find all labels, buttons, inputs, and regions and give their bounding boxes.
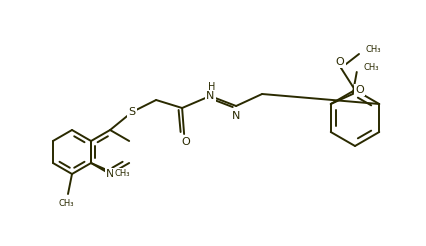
Text: N: N <box>232 111 240 121</box>
Text: O: O <box>355 85 364 95</box>
Text: CH₃: CH₃ <box>58 200 74 209</box>
Text: CH₃: CH₃ <box>363 63 379 73</box>
Text: CH₃: CH₃ <box>114 169 130 178</box>
Text: O: O <box>336 57 344 67</box>
Text: H: H <box>208 82 216 92</box>
Text: CH₃: CH₃ <box>365 46 381 55</box>
Text: N: N <box>206 91 214 101</box>
Text: S: S <box>129 107 135 117</box>
Text: O: O <box>182 137 190 147</box>
Text: N: N <box>106 169 114 179</box>
